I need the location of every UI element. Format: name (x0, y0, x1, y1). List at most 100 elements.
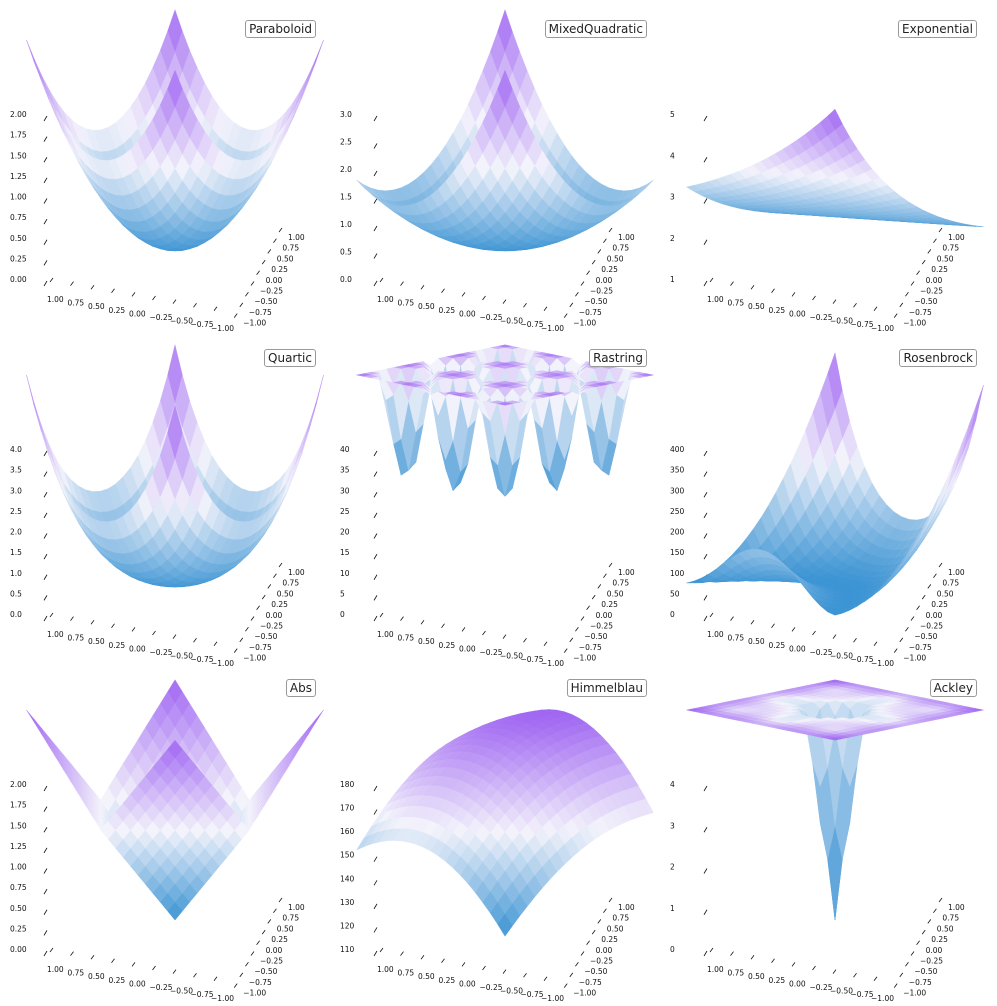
y-tick-label: 0.25 (931, 600, 948, 609)
x-tick-label: 0.75 (398, 299, 415, 308)
y-tick-label: 1.00 (288, 233, 305, 242)
x-tick-label: 0.50 (88, 637, 105, 646)
y-tick-mark (233, 983, 238, 988)
x-tick-mark (873, 976, 878, 982)
x-tick-label: 0.00 (459, 309, 476, 318)
z-tick-mark (703, 827, 708, 833)
z-tick-mark (703, 533, 708, 539)
y-tick-label: 0.50 (937, 589, 954, 598)
y-tick-mark (239, 302, 244, 308)
x-tick-label: −1.00 (541, 659, 564, 668)
panel-exponential: 1 2 3 4 5 1.00 0.75 0.50 0.25 0.00 −0.25 −0.50 −0.75… (660, 0, 990, 335)
z-tick-label: 15 (340, 548, 350, 557)
z-tick-label: 1.25 (10, 172, 27, 181)
y-tick-label: 0.25 (931, 265, 948, 274)
z-tick-label: 4 (670, 780, 675, 789)
y-tick-mark (586, 605, 590, 611)
x-tick-mark (771, 623, 775, 629)
x-tick-label: 0.00 (129, 979, 146, 988)
z-tick-label: 5 (340, 589, 345, 598)
y-tick-mark (608, 562, 613, 568)
z-tick-label: 1.0 (340, 220, 352, 229)
x-tick-label: 0.75 (728, 634, 745, 643)
z-tick-mark (43, 930, 48, 936)
x-tick-label: −0.50 (500, 317, 523, 326)
z-tick-mark (43, 260, 48, 266)
x-tick-mark (420, 954, 425, 960)
x-tick-mark (730, 951, 734, 956)
surface-facet (356, 179, 372, 194)
z-tick-mark (43, 280, 48, 287)
z-tick-mark (373, 471, 378, 477)
y-tick-label: 0.25 (601, 265, 618, 274)
y-tick-mark (250, 616, 255, 621)
z-tick-label: 130 (340, 898, 355, 907)
x-tick-mark (523, 302, 527, 308)
x-tick-mark (461, 627, 466, 632)
z-tick-label: 2.0 (340, 165, 352, 174)
z-tick-mark (703, 553, 708, 560)
x-tick-mark (193, 302, 197, 308)
surface-facet (41, 74, 57, 111)
x-tick-label: −0.25 (810, 983, 833, 992)
z-tick-mark (43, 574, 48, 580)
y-tick-mark (603, 908, 607, 913)
surface (686, 352, 984, 616)
y-tick-label: 0.00 (596, 276, 613, 285)
z-tick-label: 4 (670, 151, 675, 160)
y-tick-label: 1.00 (948, 233, 965, 242)
z-tick-mark (703, 595, 708, 601)
panel-mixedquadratic: 0.0 0.5 1.0 1.5 2.0 2.5 3.0 1.00 0.75 0.50 0.25 0.0… (330, 0, 660, 335)
x-tick-label: −0.75 (191, 655, 214, 664)
y-tick-mark (569, 637, 574, 643)
x-tick-label: 0.00 (459, 644, 476, 653)
x-tick-mark (812, 295, 816, 301)
y-tick-label: −0.50 (254, 632, 277, 641)
x-tick-label: 0.00 (129, 644, 146, 653)
x-tick-label: 1.00 (47, 295, 64, 304)
x-tick-label: −0.75 (851, 990, 874, 999)
x-tick-mark (420, 284, 425, 290)
surface-facet (497, 69, 513, 108)
y-tick-label: 0.00 (266, 946, 283, 955)
x-tick-label: 0.50 (748, 972, 765, 981)
surface-facet (293, 730, 309, 753)
x-tick-mark (111, 623, 115, 629)
x-tick-mark (400, 616, 404, 621)
x-tick-mark (730, 616, 734, 621)
z-tick-label: 2.5 (340, 138, 352, 147)
panel-rastring: 0 5 10 15 20 25 30 35 40 1.00 0.75 0.50 0.25 0.00 −0.2… (330, 335, 660, 670)
z-tick-label: 0.50 (10, 234, 27, 243)
plot-title: Ackley (929, 679, 977, 697)
x-tick-label: 0.50 (748, 637, 765, 646)
x-tick-label: −0.50 (170, 652, 193, 661)
x-tick-label: −0.75 (521, 990, 544, 999)
z-tick-mark (373, 950, 378, 957)
z-tick-mark (373, 927, 378, 933)
y-tick-label: 0.50 (277, 254, 294, 263)
z-tick-mark (43, 471, 48, 477)
x-tick-label: −0.50 (170, 317, 193, 326)
surface-facet (827, 736, 843, 741)
z-tick-label: 0.0 (10, 610, 22, 619)
x-tick-mark (812, 965, 816, 971)
z-tick-mark (373, 533, 378, 539)
surface-facet (41, 425, 57, 470)
y-tick-mark (608, 227, 613, 233)
x-tick-mark (543, 641, 548, 647)
axes: 0.00.51.01.52.02.53.03.54.01.00 0.75 0.50 0… (10, 445, 305, 668)
y-tick-mark (603, 238, 607, 243)
x-tick-mark (172, 299, 177, 304)
z-tick-label: 150 (670, 548, 685, 557)
y-tick-mark (580, 951, 585, 956)
x-tick-label: 0.00 (789, 979, 806, 988)
x-tick-mark (172, 969, 177, 974)
y-tick-mark (250, 281, 255, 286)
z-tick-label: 1.5 (10, 548, 22, 557)
plot-title: MixedQuadratic (544, 20, 647, 38)
y-tick-label: −0.50 (254, 297, 277, 306)
z-tick-mark (373, 225, 378, 232)
x-tick-mark (461, 292, 466, 297)
x-tick-label: 0.75 (398, 969, 415, 978)
